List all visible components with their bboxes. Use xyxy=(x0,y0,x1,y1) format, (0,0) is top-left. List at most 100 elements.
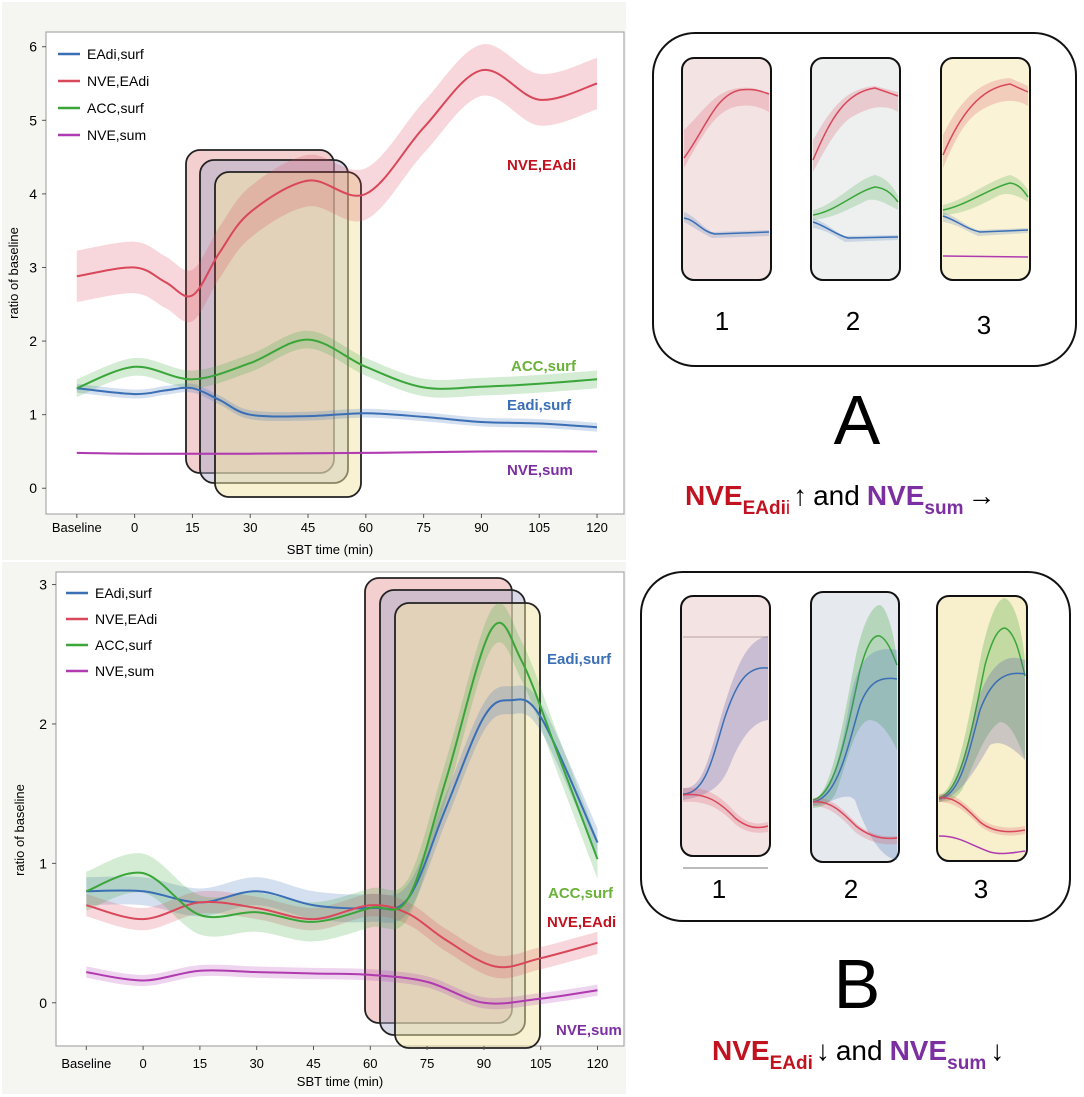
panel-b-w2-eadi-line xyxy=(812,677,898,803)
chart-b-xtick-label: 30 xyxy=(249,1056,263,1071)
panel-b-window-3-box xyxy=(936,595,1028,862)
panel-a-caption-nve1: NVE xyxy=(685,480,743,511)
panel-b-window-1-number: 1 xyxy=(712,874,726,904)
chart-b-ylabel: ratio of baseline xyxy=(12,784,27,876)
panel-a-caption-and: and xyxy=(813,480,860,511)
chart-a-line-acc xyxy=(76,338,598,390)
chart-b-ytick-label: 3 xyxy=(39,577,47,593)
panel-a-letter: A xyxy=(834,381,881,459)
panel-a-window-2-box xyxy=(810,57,901,281)
panel-b-caption-and: and xyxy=(836,1035,883,1066)
panel-a-w3-nve-eadi-line xyxy=(942,83,1029,156)
chart-a-xtick-label: 0 xyxy=(131,520,138,535)
panel-a-w3-eadi-line xyxy=(942,215,1029,233)
panel-a-caption-eadi-tail: i xyxy=(786,498,790,519)
chart-a-legend-label: EAdi,surf xyxy=(87,46,144,62)
panel-a-window-3: 3 xyxy=(940,57,1031,340)
chart-a-ytick-label: 5 xyxy=(29,112,37,128)
panel-a-caption-sum: sum xyxy=(924,498,963,519)
panel-b-window-3-number: 3 xyxy=(974,874,988,904)
panel-a-w3-nve-sum-line xyxy=(942,255,1029,258)
chart-b-xtick-label: 90 xyxy=(477,1056,491,1071)
chart-b-band-eadi xyxy=(86,685,598,923)
panel-b-w3-eadi-line xyxy=(938,672,1026,800)
panel-a-caption-nve2: NVE xyxy=(867,480,925,511)
chart-b-band-acc xyxy=(86,603,598,942)
panel-b-w3-nve-eadi-line xyxy=(938,797,1026,833)
chart-b-annot-acc-surf: ACC,surf xyxy=(548,885,614,902)
panel-b-w2-acc-line xyxy=(812,635,898,801)
panel-b-caption-sum: sum xyxy=(947,1053,986,1074)
panel-a-window-2-number: 2 xyxy=(846,306,860,336)
chart-a-xtick-label: 75 xyxy=(416,520,430,535)
chart-b-annot-eadi-surf: Eadi,surf xyxy=(547,651,612,668)
chart-b-xlabel: SBT time (min) xyxy=(297,1074,383,1089)
panel-b-w2-acc-band xyxy=(813,605,897,808)
panel-a-window-3-number: 3 xyxy=(977,310,991,340)
panel-b-caption-arrow-down-2: ↓ xyxy=(990,1035,1004,1066)
chart-b-legend: EAdi,surf NVE,EAdi ACC,surf NVE,sum xyxy=(66,585,157,679)
chart-b-legend-label: NVE,sum xyxy=(95,663,154,679)
panel-b-w2-nve-eadi-line xyxy=(812,801,898,840)
chart-a-annot-eadi-surf: Eadi,surf xyxy=(507,397,572,414)
panel-b-window-1-box xyxy=(680,595,771,857)
chart-a-ylabel: ratio of baseline xyxy=(6,227,21,319)
panel-a-window-1-box xyxy=(681,57,772,281)
chart-a-legend-label: NVE,EAdi xyxy=(87,73,149,89)
chart-b-annot-nve-eadi: NVE,EAdi xyxy=(547,914,616,931)
panel-a-w1-eadi-line xyxy=(683,217,770,235)
panel-a-w1-nve-eadi-line xyxy=(683,88,770,159)
panel-a-caption-arrow-up: ↑ xyxy=(793,480,807,511)
panel-b-w3-nve-sum-line xyxy=(938,835,1026,855)
panel-b-caption-nve1: NVE xyxy=(712,1035,770,1066)
chart-b-ytick-label: 0 xyxy=(39,995,47,1011)
chart-a-legend: EAdi,surf NVE,EAdi ACC,surf NVE,sum xyxy=(58,46,149,143)
panel-b-caption-eadi: EAdi xyxy=(770,1053,813,1074)
panel-b-window-2: 2 xyxy=(810,591,900,904)
panel-a-w3-acc-band xyxy=(943,175,1028,215)
panel-a-zoom: 1 2 3 A NVEEAdii ↑ and NVEsum → xyxy=(652,32,1077,519)
panel-a-w1-nve-eadi-band xyxy=(684,87,769,168)
chart-b-ytick-label: 1 xyxy=(39,855,47,871)
panel-b-w1-eadi-band xyxy=(683,636,768,800)
chart-a-ytick-label: 2 xyxy=(29,333,37,349)
chart-a-annotations: NVE,EAdi ACC,surf Eadi,surf NVE,sum xyxy=(507,157,577,479)
panel-b-caption-arrow-down-1: ↓ xyxy=(816,1035,830,1066)
chart-b-annot-nve-sum: NVE,sum xyxy=(556,1022,622,1039)
chart-b-xtick-label: 60 xyxy=(363,1056,377,1071)
chart-a-line-eadi xyxy=(76,386,598,429)
chart-b-xtick-label: 45 xyxy=(306,1056,320,1071)
chart-a-xtick-label: 15 xyxy=(185,520,199,535)
panel-a-w2-acc-line xyxy=(812,186,899,216)
chart-b-annotations: Eadi,surf ACC,surf NVE,EAdi NVE,sum xyxy=(547,651,622,1039)
chart-a-xtick-label: 105 xyxy=(528,520,550,535)
chart-a-series xyxy=(76,44,598,455)
chart-a-annot-nve-eadi: NVE,EAdi xyxy=(507,157,576,174)
chart-a-ytick-label: 0 xyxy=(29,480,37,496)
panel-b-window-1: 1 xyxy=(680,595,771,904)
panel-a-window-3-box xyxy=(940,57,1031,281)
panel-b-w1-nve-eadi-line xyxy=(682,793,769,829)
panel-a-w2-eadi-band xyxy=(813,218,898,242)
panel-a-w2-nve-eadi-band xyxy=(813,86,898,172)
chart-b-xtick-label: 105 xyxy=(530,1056,552,1071)
panel-a-w2-eadi-line xyxy=(812,221,899,239)
panel-b-window-3: 3 xyxy=(936,595,1028,904)
panel-b-letter: B xyxy=(834,945,881,1023)
chart-b-axes: 0 1 2 3 Baseline 0 15 30 45 60 75 90 105 120 xyxy=(39,577,608,1071)
panel-a-window-1-number: 1 xyxy=(715,306,729,336)
chart-a-xtick-label: 120 xyxy=(586,520,608,535)
chart-a-ytick-label: 4 xyxy=(29,186,37,202)
panel-a-window-1: 1 xyxy=(681,57,772,336)
chart-b-ytick-label: 2 xyxy=(39,716,47,732)
chart-a-xtick-label: 60 xyxy=(359,520,373,535)
chart-b-xtick-label: 120 xyxy=(587,1056,609,1071)
chart-a-band-nve-eadi xyxy=(76,44,598,323)
panel-a-w3-acc-line xyxy=(942,182,1029,211)
chart-b-band-nve-eadi xyxy=(86,890,598,979)
chart-b-legend-label: ACC,surf xyxy=(95,637,152,653)
chart-a-annot-acc-surf: ACC,surf xyxy=(511,358,577,375)
panel-a-w2-nve-eadi-line xyxy=(812,87,899,161)
